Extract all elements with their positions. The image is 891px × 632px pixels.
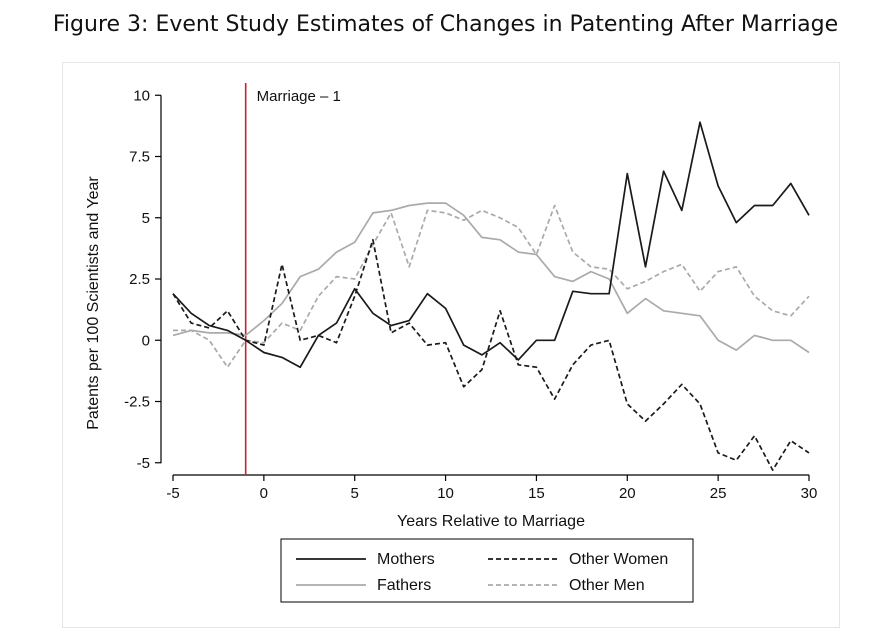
x-tick-label: 0 xyxy=(260,485,268,502)
marriage-annotation: Marriage – 1 xyxy=(257,88,341,105)
x-tick-label: 30 xyxy=(801,485,818,502)
chart: -5 -2.5 0 2.5 5 7.5 10 -5 0 5 10 15 20 25 30 Patents … xyxy=(85,83,817,603)
x-axis-label: Years Relative to Marriage xyxy=(397,513,585,530)
x-ticks: -5 0 5 10 15 20 25 30 xyxy=(166,475,817,502)
axes: -5 -2.5 0 2.5 5 7.5 10 -5 0 5 10 15 20 25 30 xyxy=(124,87,817,502)
x-tick-label: 10 xyxy=(437,485,454,502)
series-line-fathers xyxy=(172,202,810,354)
legend-label: Mothers xyxy=(377,551,435,568)
series-layer xyxy=(172,121,810,471)
x-tick-label: 5 xyxy=(351,485,359,502)
series-line-other-women xyxy=(172,238,810,471)
y-ticks: -5 -2.5 0 2.5 5 7.5 10 xyxy=(124,87,161,472)
y-tick-label: 7.5 xyxy=(129,149,150,166)
x-tick-label: 25 xyxy=(710,485,727,502)
y-tick-label: -2.5 xyxy=(124,394,150,411)
y-tick-label: 0 xyxy=(142,332,150,349)
page-title: Figure 3: Event Study Estimates of Chang… xyxy=(52,12,839,37)
x-tick-label: -5 xyxy=(166,485,179,502)
series-line-other-men xyxy=(173,204,810,369)
legend: Mothers Other Women Fathers Other Men xyxy=(280,538,694,603)
x-tick-label: 15 xyxy=(528,485,545,502)
series-line-mothers xyxy=(172,121,810,369)
y-tick-label: -5 xyxy=(137,455,150,472)
legend-box xyxy=(280,538,694,603)
legend-label: Other Men xyxy=(569,577,645,594)
y-axis-label: Patents per 100 Scientists and Year xyxy=(85,176,102,430)
legend-label: Fathers xyxy=(377,577,431,594)
x-tick-label: 20 xyxy=(619,485,636,502)
y-tick-label: 2.5 xyxy=(129,271,150,288)
plot-panel: -5 -2.5 0 2.5 5 7.5 10 -5 0 5 10 15 20 25 30 Patents … xyxy=(62,62,840,628)
y-tick-label: 5 xyxy=(142,210,150,227)
legend-label: Other Women xyxy=(569,551,668,568)
y-tick-label: 10 xyxy=(133,87,150,104)
